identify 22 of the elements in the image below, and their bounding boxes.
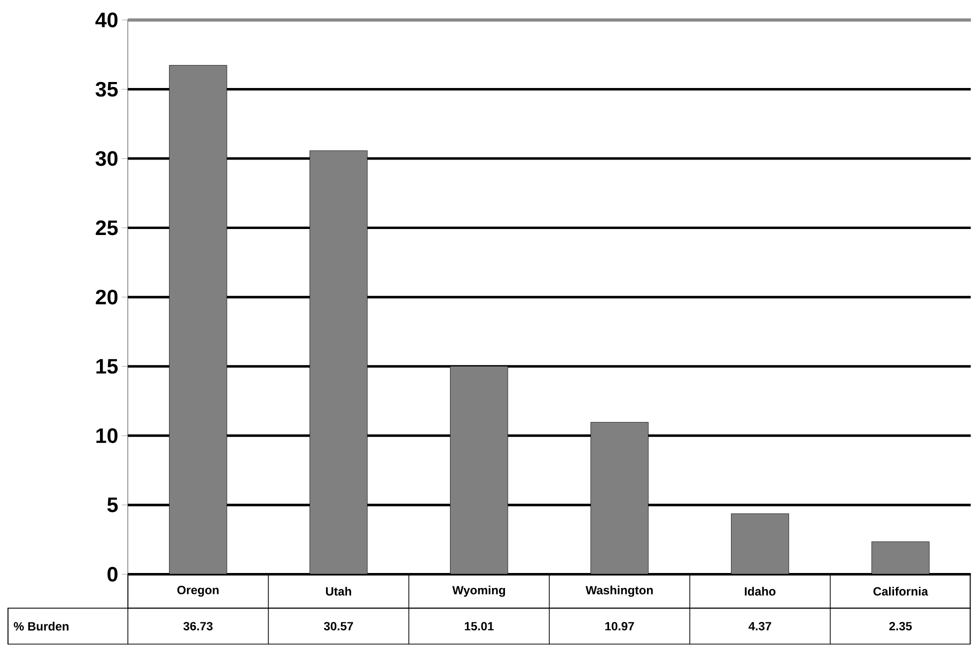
y-tick-label: 30	[96, 151, 118, 166]
x-tick-label: Idaho	[744, 586, 776, 596]
x-tick-label: Utah	[326, 586, 352, 596]
y-tick-label: 15	[96, 359, 118, 374]
y-tick-label: 0	[108, 566, 118, 582]
x-tick-label: California	[873, 586, 928, 596]
y-tick-label: 20	[96, 290, 118, 304]
x-tick-label: Oregon	[177, 586, 219, 597]
text: % Burden	[14, 622, 68, 630]
y-tick-label: 10	[96, 428, 118, 443]
data-label: 36.73	[183, 622, 213, 630]
data-label: 4.37	[748, 622, 772, 630]
data-label: 30.57	[324, 622, 353, 630]
y-tick-label: 5	[107, 498, 118, 512]
data-label: 2.35	[889, 622, 912, 630]
x-tick-label: Washington	[586, 586, 653, 597]
x-tick-label: Wyoming	[452, 586, 506, 597]
data-label: 10.97	[605, 622, 634, 630]
data-label: 15.01	[464, 622, 494, 630]
y-tick-label: 35	[96, 82, 118, 97]
y-tick-label: 25	[96, 220, 118, 236]
y-tick-label: 40	[95, 12, 118, 28]
